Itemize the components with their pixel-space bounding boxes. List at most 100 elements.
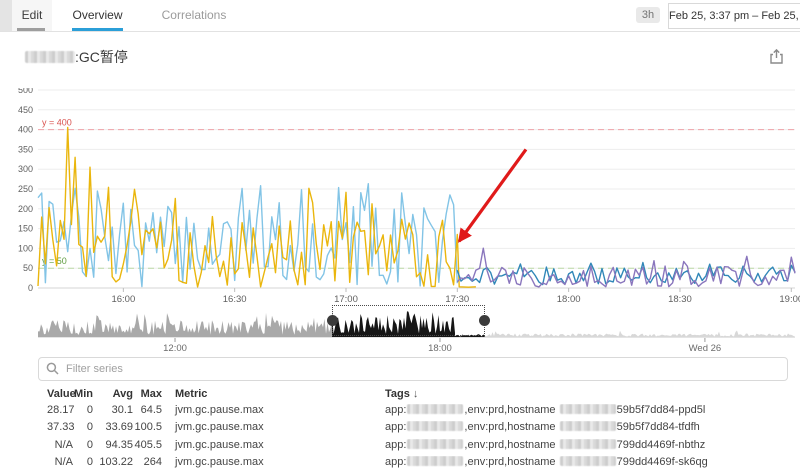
redacted-tag-text: [407, 439, 463, 449]
value-cell: 37.33: [47, 421, 73, 433]
tab-edit-underline: [17, 28, 45, 31]
y-axis-tick-label: 250: [18, 184, 33, 194]
avg-cell: 103.22: [93, 456, 133, 468]
x-axis-tick-label: 19:00: [779, 294, 800, 305]
minimap-tick-label: 12:00: [163, 343, 187, 353]
min-cell: 0: [73, 404, 93, 416]
tags-cell: app:,env:prd,hostname 799dd4469f-sk6qg: [385, 456, 800, 468]
tab-overview-label: Overview: [72, 8, 122, 22]
selection-handle-left[interactable]: [327, 315, 338, 326]
series-table-header: Value Min Avg Max Metric Tags ↓: [0, 386, 800, 401]
chart-title-row: :GC暂停: [25, 47, 128, 65]
col-header-metric[interactable]: Metric: [175, 388, 385, 400]
series-color-swatch-cell: [30, 403, 47, 416]
series-color-swatch-cell: [30, 421, 47, 434]
page-title: :GC暂停: [75, 49, 128, 65]
avg-cell: 94.35: [93, 439, 133, 451]
time-window-badge[interactable]: 3h: [636, 7, 660, 23]
time-range-picker[interactable]: Feb 25, 3:37 pm – Feb 25, 7:01 pm: [668, 3, 800, 29]
redacted-title-text: [25, 51, 75, 63]
tab-edit-label: Edit: [22, 8, 43, 22]
redacted-tag-text: [407, 456, 463, 466]
tab-overview[interactable]: Overview: [72, 0, 123, 31]
timeseries-line: [38, 184, 457, 287]
panel-edge: [0, 0, 12, 31]
filter-series-input[interactable]: [38, 357, 788, 381]
col-header-min[interactable]: Min: [73, 388, 93, 400]
time-range-label: Feb 25, 3:37 pm – Feb 25, 7:01 pm: [669, 10, 800, 22]
x-axis-tick-label: 16:00: [111, 294, 135, 305]
min-cell: 0: [73, 439, 93, 451]
share-export-button[interactable]: [766, 48, 786, 68]
value-cell: N/A: [47, 439, 73, 451]
tab-edit[interactable]: Edit: [12, 0, 52, 31]
metric-cell: jvm.gc.pause.max: [175, 456, 385, 468]
metric-cell: jvm.gc.pause.max: [175, 421, 385, 433]
y-axis-tick-label: 100: [18, 243, 33, 253]
max-cell: 405.5: [133, 439, 162, 451]
avg-cell: 33.69: [93, 421, 133, 433]
minimap-tick-label: 18:00: [428, 343, 452, 353]
col-header-tags-label: Tags: [385, 388, 410, 400]
x-axis-tick-label: 17:30: [445, 294, 469, 305]
y-axis-tick-label: 300: [18, 164, 33, 174]
minimap-activity-area: [38, 313, 332, 337]
col-header-tags[interactable]: Tags ↓: [385, 388, 800, 400]
sort-descending-icon: ↓: [413, 388, 419, 400]
x-axis-tick-label: 18:00: [557, 294, 581, 305]
metric-cell: jvm.gc.pause.max: [175, 439, 385, 451]
minimap-selection[interactable]: [332, 305, 485, 336]
value-cell: 28.17: [47, 404, 73, 416]
max-cell: 264: [133, 456, 162, 468]
search-icon: [46, 362, 59, 375]
timeseries-line: [457, 248, 795, 287]
tags-cell: app:,env:prd,hostname 59b5f7dd84-tfdfh: [385, 421, 800, 433]
value-cell: N/A: [47, 456, 73, 468]
active-tab-underline: [72, 28, 123, 31]
minimap-tick-label: Wed 26: [689, 343, 722, 353]
annotation-arrow: [459, 149, 526, 241]
share-export-icon: [768, 48, 785, 65]
tab-correlations[interactable]: Correlations: [152, 0, 236, 31]
redacted-tag-text: [560, 404, 616, 414]
y-axis-tick-label: 200: [18, 204, 33, 214]
y-axis-tick-label: 50: [23, 263, 33, 273]
y-axis-tick-label: 350: [18, 144, 33, 154]
redacted-tag-text: [560, 456, 616, 466]
tags-cell: app:,env:prd,hostname 799dd4469f-nbthz: [385, 439, 800, 451]
col-header-avg[interactable]: Avg: [93, 388, 133, 400]
series-color-swatch-cell: [30, 438, 47, 451]
tab-bar: Edit Overview Correlations 3h Feb 25, 3:…: [0, 0, 800, 32]
redacted-tag-text: [560, 421, 616, 431]
redacted-tag-text: [560, 439, 616, 449]
tags-cell: app:,env:prd,hostname 59b5f7dd84-ppd5l: [385, 404, 800, 416]
threshold-marker-label: y = 400: [42, 118, 72, 128]
y-axis-tick-label: 150: [18, 224, 33, 234]
y-axis-tick-label: 0: [28, 283, 33, 293]
x-axis-tick-label: 17:00: [334, 294, 358, 305]
y-axis-tick-label: 450: [18, 105, 33, 115]
avg-cell: 30.1: [93, 404, 133, 416]
redacted-tag-text: [407, 421, 463, 431]
timeseries-line: [38, 127, 476, 287]
min-cell: 0: [73, 456, 93, 468]
selection-handle-right[interactable]: [479, 315, 490, 326]
swatch-column-spacer: [30, 387, 47, 400]
tab-correlations-label: Correlations: [162, 8, 227, 22]
min-cell: 0: [73, 421, 93, 433]
col-header-max[interactable]: Max: [133, 388, 162, 400]
x-axis-tick-label: 16:30: [223, 294, 247, 305]
col-header-value[interactable]: Value: [47, 388, 73, 400]
filter-series: [38, 357, 788, 381]
y-axis-tick-label: 500: [18, 88, 33, 95]
max-cell: 64.5: [133, 404, 162, 416]
x-axis-tick-label: 18:30: [668, 294, 692, 305]
max-cell: 100.5: [133, 421, 162, 433]
